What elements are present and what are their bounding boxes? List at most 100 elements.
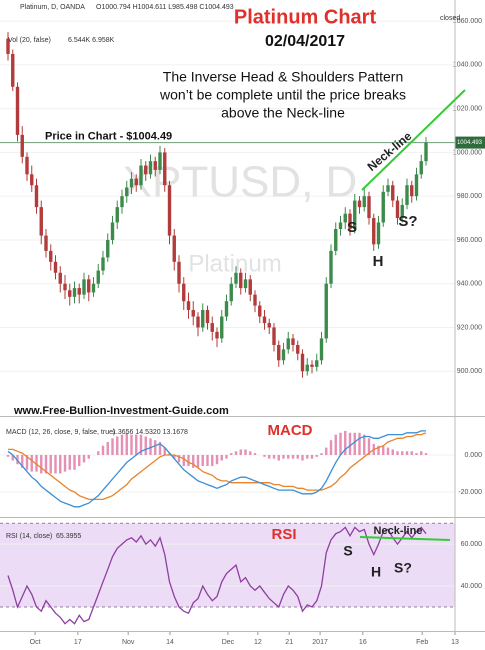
rsi-readout: 65.3955 bbox=[56, 533, 81, 540]
candle-body bbox=[125, 187, 129, 197]
macd-signal-line bbox=[8, 432, 427, 501]
macd-readout: 1.3656 14.5320 13.1678 bbox=[112, 429, 188, 436]
annotation: above the Neck-line bbox=[221, 105, 345, 121]
macd-histogram-bar bbox=[272, 454, 276, 459]
last-price-box bbox=[455, 136, 485, 149]
candle-body bbox=[163, 152, 167, 186]
macd-histogram-bar bbox=[182, 454, 185, 467]
macd-histogram-bar bbox=[225, 454, 228, 459]
pattern-label: S bbox=[347, 219, 357, 236]
macd-histogram-bar bbox=[220, 454, 223, 461]
symbol: Platinum, D, OANDA bbox=[20, 4, 85, 11]
y-tick-label: 900.000 bbox=[457, 368, 482, 375]
y-tick-label: 960.000 bbox=[457, 237, 482, 244]
candle-body bbox=[144, 165, 148, 175]
ohlc-readout: O1000.794 H1004.611 L985.498 C1004.493 bbox=[96, 4, 234, 11]
candle-body bbox=[91, 283, 96, 293]
macd-histogram-bar bbox=[401, 451, 404, 455]
candle-body bbox=[63, 283, 67, 291]
rsi-neck-line-label: Neck-line bbox=[374, 525, 423, 537]
macd-histogram-bar bbox=[391, 449, 394, 455]
candle-body bbox=[110, 222, 115, 240]
macd-histogram-bar bbox=[120, 434, 124, 455]
y-tick-label: 920.000 bbox=[457, 324, 482, 331]
x-tick-label: 12 bbox=[254, 639, 262, 646]
macd-histogram-bar bbox=[144, 436, 147, 455]
y-tick-label: 1000.000 bbox=[453, 149, 482, 156]
macd-histogram-bar bbox=[73, 454, 76, 470]
candle-body bbox=[106, 239, 110, 258]
macd-histogram-bar bbox=[211, 454, 214, 467]
macd-histogram-bar bbox=[173, 454, 176, 459]
candle-body bbox=[30, 174, 34, 186]
macd-histogram-bar bbox=[192, 454, 195, 468]
candle-body bbox=[15, 86, 20, 135]
macd-histogram-bar bbox=[116, 436, 119, 455]
macd-histogram-bar bbox=[329, 440, 333, 455]
candle-body bbox=[186, 301, 191, 310]
candle-body bbox=[11, 53, 15, 87]
candle-body bbox=[34, 185, 39, 208]
candle-body bbox=[391, 185, 395, 201]
x-tick-label: 16 bbox=[359, 639, 367, 646]
candle-body bbox=[158, 152, 162, 170]
candle-body bbox=[134, 178, 138, 186]
macd-histogram-bar bbox=[163, 447, 166, 455]
candle-body bbox=[253, 294, 257, 306]
candle-body bbox=[310, 364, 314, 367]
candle-body bbox=[153, 161, 157, 170]
rsi-pattern-label: S? bbox=[394, 560, 412, 576]
rsi-neck-line bbox=[359, 536, 451, 541]
macd-histogram-bar bbox=[377, 445, 380, 455]
candle-body bbox=[414, 174, 419, 197]
candle-body bbox=[419, 161, 423, 175]
macd-histogram-bar bbox=[287, 454, 290, 459]
macd-histogram-bar bbox=[244, 449, 247, 455]
macd-histogram-bar bbox=[410, 451, 413, 455]
macd-histogram-bar bbox=[11, 454, 14, 461]
macd-histogram-bar bbox=[49, 454, 52, 474]
neck-line bbox=[361, 89, 466, 191]
x-tick-label: Oct bbox=[30, 639, 41, 646]
candle-body bbox=[338, 222, 343, 230]
macd-histogram-bar bbox=[30, 454, 33, 472]
candle-body bbox=[362, 196, 366, 208]
candle-body bbox=[220, 316, 224, 339]
y-tick-label: 1020.000 bbox=[453, 105, 482, 112]
rsi-title: RSI bbox=[271, 526, 296, 543]
macd-histogram-bar bbox=[396, 451, 399, 455]
macd-histogram-bar bbox=[54, 454, 57, 474]
candle-body bbox=[167, 185, 172, 236]
candle-body bbox=[177, 261, 181, 284]
macd-histogram-bar bbox=[358, 432, 361, 455]
candle-body bbox=[324, 283, 328, 339]
candle-body bbox=[424, 142, 428, 162]
macd-histogram-bar bbox=[239, 449, 242, 455]
macd-histogram-bar bbox=[196, 454, 200, 468]
candle-body bbox=[239, 272, 243, 289]
y-tick-label: 1060.000 bbox=[453, 18, 482, 25]
y-tick-label: 940.000 bbox=[457, 281, 482, 288]
candle-body bbox=[77, 288, 81, 295]
annotation: The Inverse Head & Shoulders Pattern bbox=[163, 69, 403, 85]
candle-body bbox=[386, 185, 390, 192]
macd-histogram-bar bbox=[25, 454, 29, 470]
candle-body bbox=[191, 309, 195, 317]
rsi-pattern-label: H bbox=[371, 564, 381, 580]
rsi-line bbox=[7, 526, 427, 625]
y-tick-label: 1040.000 bbox=[453, 62, 482, 69]
macd-histogram-bar bbox=[306, 454, 309, 459]
candle-body bbox=[357, 200, 362, 208]
macd-histogram-bar bbox=[367, 438, 371, 455]
candle-body bbox=[129, 178, 134, 188]
macd-histogram-bar bbox=[111, 438, 114, 455]
x-tick-label: 2017 bbox=[312, 639, 328, 646]
candle-body bbox=[367, 196, 371, 219]
macd-histogram-bar bbox=[40, 454, 43, 474]
macd-histogram-bar bbox=[215, 454, 219, 465]
candle-body bbox=[405, 185, 409, 205]
candle-body bbox=[39, 207, 43, 236]
candle-body bbox=[267, 323, 271, 328]
